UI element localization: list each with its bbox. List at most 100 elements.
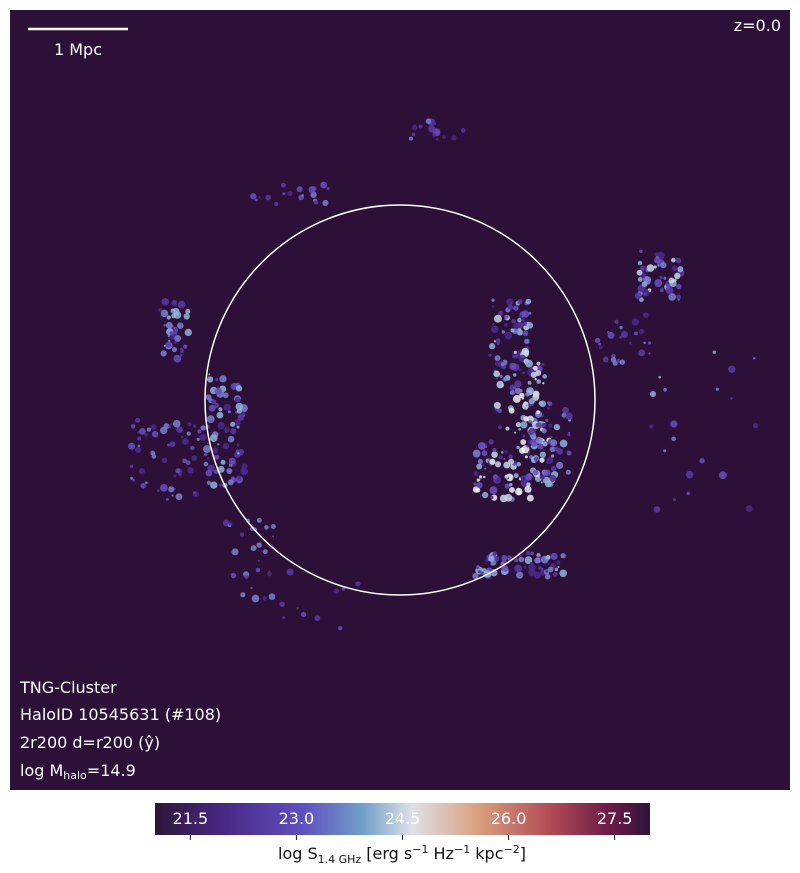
emission-blob: [493, 370, 500, 378]
emission-blob: [482, 475, 486, 479]
emission-blob: [313, 200, 319, 205]
emission-blob: [160, 483, 168, 492]
emission-blob: [536, 361, 541, 366]
emission-blob: [668, 277, 675, 284]
emission-blob: [498, 455, 503, 460]
emission-blob: [157, 489, 160, 493]
emission-blob: [228, 457, 236, 465]
emission-blob: [234, 396, 241, 403]
emission: [128, 118, 759, 631]
emission-blob: [488, 439, 494, 445]
emission-blob: [504, 474, 509, 479]
colorbar-label-part: 1.4 GHz: [318, 853, 362, 866]
emission-blob: [544, 573, 551, 580]
emission-blob: [519, 447, 526, 454]
emission-blob: [514, 387, 522, 395]
emission-blob: [224, 427, 230, 433]
emission-blob: [173, 474, 177, 478]
emission-blob: [268, 593, 276, 600]
emission-blob: [203, 445, 211, 453]
emission-blob: [150, 450, 156, 456]
emission-blob: [138, 427, 146, 435]
emission-blob: [476, 482, 483, 489]
emission-blob: [598, 345, 603, 350]
emission-blob: [256, 542, 262, 548]
emission-blob: [542, 382, 545, 385]
emission-blob: [209, 434, 218, 442]
emission-blob: [494, 355, 501, 362]
emission-blob: [533, 456, 539, 462]
emission-blob: [668, 293, 677, 301]
emission-blob: [128, 442, 136, 450]
emission-blob: [481, 450, 488, 457]
emission-blob: [519, 392, 525, 399]
emission-blob: [745, 505, 753, 513]
emission-blob: [476, 478, 480, 482]
emission-blob: [539, 457, 545, 463]
emission-blob: [255, 198, 258, 202]
emission-blob: [546, 456, 554, 464]
emission-blob: [436, 138, 439, 141]
emission-blob: [610, 356, 617, 363]
emission-blob: [504, 450, 508, 454]
emission-blob: [199, 433, 207, 442]
emission-blob: [501, 554, 508, 561]
emission-blob: [171, 494, 174, 497]
emission-blob: [236, 425, 240, 429]
emission-blob: [268, 570, 271, 573]
emission-blob: [525, 392, 530, 397]
emission-blob: [166, 315, 171, 320]
emission-blob: [518, 314, 523, 319]
emission-blob: [530, 371, 537, 378]
emission-blob: [165, 341, 172, 348]
emission-blob: [504, 323, 508, 327]
emission-blob: [169, 331, 174, 336]
emission-blob: [258, 196, 261, 199]
emission-blob: [663, 387, 667, 392]
emission-blob: [484, 562, 487, 565]
emission-blob: [251, 594, 260, 603]
info-line: TNG-Cluster: [19, 678, 117, 697]
emission-blob: [428, 125, 436, 133]
emission-blob: [241, 466, 245, 470]
emission-blob: [526, 494, 534, 502]
emission-blob: [550, 436, 553, 439]
colorbar-tick-label: 21.5: [173, 809, 209, 828]
emission-blob: [648, 352, 651, 355]
emission-blob: [177, 300, 186, 309]
emission-blob: [150, 424, 157, 430]
emission-blob: [226, 468, 233, 475]
emission-blob: [460, 128, 466, 133]
emission-blob: [528, 417, 532, 420]
emission-blob: [171, 311, 175, 314]
emission-blob: [524, 455, 528, 459]
emission-blob: [525, 550, 531, 556]
emission-blob: [521, 310, 529, 318]
emission-blob: [286, 568, 294, 576]
emission-blob: [685, 470, 694, 479]
emission-blob: [513, 373, 517, 377]
emission-blob: [511, 318, 516, 324]
emission-blob: [146, 427, 152, 432]
emission-blob: [619, 335, 622, 339]
emission-blob: [545, 570, 549, 573]
emission-blob: [192, 491, 197, 495]
emission-blob: [171, 346, 178, 353]
emission-blob: [230, 572, 237, 579]
emission-blob: [658, 375, 662, 379]
emission-blob: [515, 487, 523, 496]
emission-blob: [498, 425, 502, 430]
emission-blob: [525, 298, 532, 305]
emission-blob: [507, 555, 513, 561]
emission-blob: [504, 331, 513, 340]
emission-blob: [192, 424, 197, 428]
emission-blob: [171, 299, 178, 307]
emission-blob: [491, 298, 495, 302]
emission-blob: [211, 447, 219, 454]
emission-blob: [409, 136, 413, 141]
emission-blob: [282, 192, 286, 196]
emission-blob: [536, 379, 541, 384]
emission-blob: [712, 350, 716, 354]
emission-blob: [653, 265, 657, 269]
colorbar-label-part: −2: [504, 843, 520, 856]
